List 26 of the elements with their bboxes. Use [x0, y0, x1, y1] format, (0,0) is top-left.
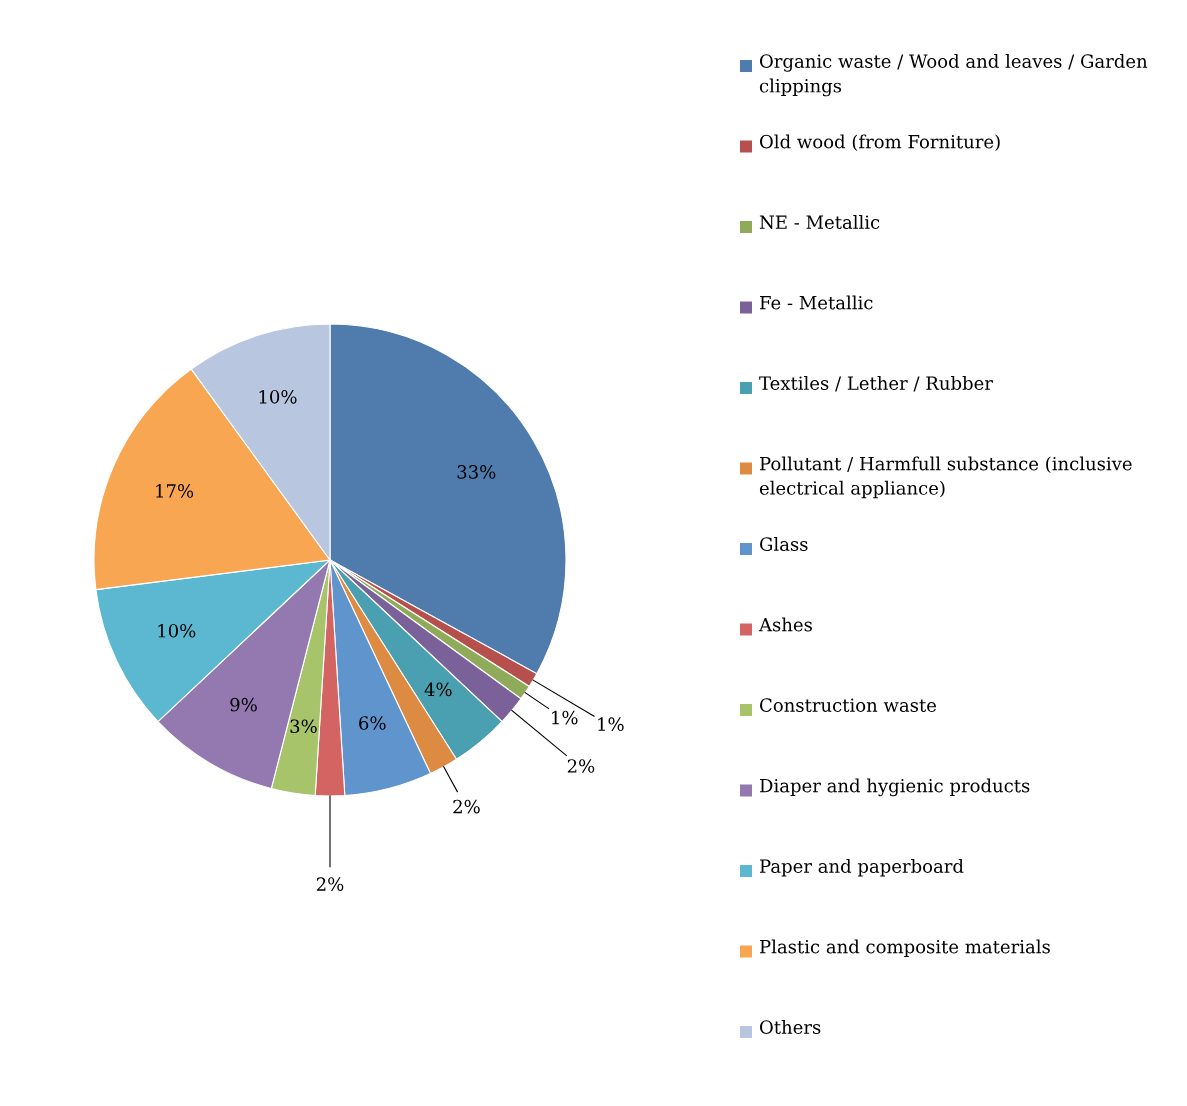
- data-label: 2%: [567, 759, 595, 773]
- data-label: 6%: [359, 716, 386, 730]
- data-label: 1%: [598, 717, 624, 732]
- legend-label: Plastic and composite materials: [760, 939, 1050, 957]
- data-label: 1%: [552, 710, 578, 725]
- data-label: 2%: [316, 877, 344, 891]
- data-label: 2%: [453, 799, 480, 814]
- data-label: 33%: [457, 465, 496, 479]
- legend-label: Fe - Metallic: [760, 295, 873, 310]
- data-label: 10%: [259, 389, 297, 404]
- legend-label: Others: [760, 1020, 821, 1034]
- data-label: 17%: [156, 484, 194, 498]
- legend-label: NE - Metallic: [759, 215, 880, 229]
- data-label: 4%: [424, 682, 452, 697]
- legend-label: Old wood (from Forniture): [760, 134, 1000, 152]
- legend-label: Construction waste: [760, 698, 936, 712]
- data-label: 9%: [230, 697, 257, 712]
- legend-label: Pollutant / Harmfull substance (inclusive electrical appliance): [759, 456, 1132, 499]
- data-label: 10%: [158, 623, 196, 638]
- data-label: 3%: [290, 719, 317, 734]
- legend-label: Paper and paperboard: [760, 859, 964, 877]
- legend-label: Ashes: [758, 617, 812, 632]
- legend-label: Textiles / Lether / Rubber: [759, 376, 993, 392]
- legend-label: Diaper and hygienic products: [760, 778, 1030, 797]
- legend-label: Organic waste / Wood and leaves / Garden clippings: [759, 54, 1148, 97]
- legend-label: Glass: [760, 537, 808, 551]
